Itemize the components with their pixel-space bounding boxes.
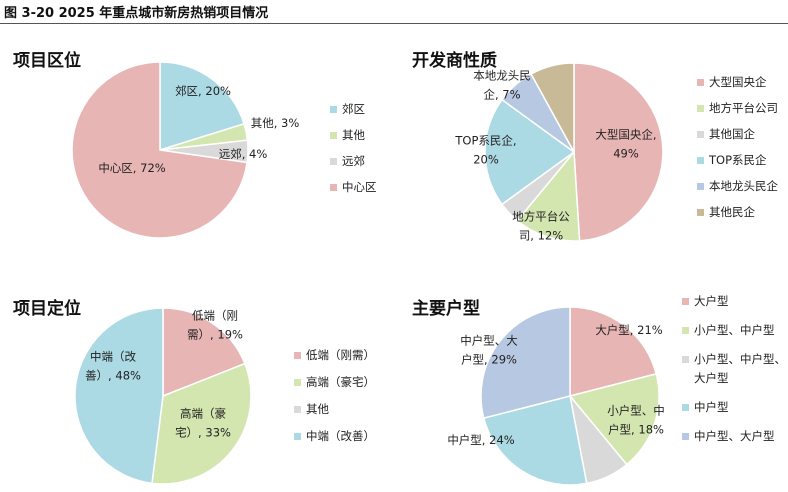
- legend-entry-0: 大户型: [694, 294, 729, 308]
- pie-slice-3: [484, 98, 576, 206]
- panel-title-developer: 开发商性质: [412, 51, 497, 71]
- pie-slice-0: [159, 61, 245, 152]
- panel-title-unit-type: 主要户型: [412, 299, 480, 319]
- pie-slice-1: [516, 150, 581, 242]
- legend-entry-0: 郊区: [342, 102, 365, 116]
- legend-swatch-0: [294, 352, 301, 359]
- legend-entry-3: 中端（改善）: [306, 429, 375, 443]
- data-label-3: TOP系民企, 20%: [454, 134, 516, 167]
- legend-swatch-0: [697, 79, 704, 86]
- legend-swatch-1: [697, 105, 704, 112]
- legend-swatch-3: [330, 184, 337, 191]
- legend-entry-0: 大型国央企: [709, 75, 767, 89]
- pie-slice-0: [573, 62, 664, 242]
- legend-swatch-2: [294, 406, 301, 413]
- data-label-3: 中心区, 72%: [98, 161, 165, 175]
- legend-entry-2: 远郊: [342, 154, 365, 168]
- pie-slice-3: [71, 61, 248, 239]
- legend-entry-4: 本地龙头民企: [709, 179, 778, 193]
- legend-entry-1: 小户型、中户型: [694, 323, 775, 337]
- panel-title-location: 项目区位: [13, 51, 81, 71]
- pie-slice-3: [74, 307, 164, 485]
- data-label-0: 大型国央企, 49%: [595, 128, 656, 161]
- legend-swatch-2: [682, 356, 689, 363]
- legend-swatch-2: [697, 131, 704, 138]
- pie-slice-5: [530, 62, 575, 153]
- legend-entry-2: 其他: [306, 402, 329, 416]
- legend-swatch-5: [697, 209, 704, 216]
- legend-swatch-1: [682, 327, 689, 334]
- title-rule: [0, 23, 788, 24]
- legend-entry-1: 地方平台公司: [709, 101, 778, 115]
- legend-swatch-3: [697, 157, 704, 164]
- legend-swatch-4: [682, 433, 689, 440]
- legend-swatch-2: [330, 158, 337, 165]
- data-label-4: 本地龙头民企, 7%: [473, 69, 531, 102]
- legend-entry-3: TOP系民企: [708, 153, 767, 167]
- pie-slice-3: [482, 395, 588, 486]
- pie-slice-1: [151, 362, 252, 485]
- legend-entry-4: 中户型、大户型: [694, 429, 775, 443]
- data-label-0: 低端（刚需）, 19%: [187, 309, 243, 342]
- data-label-2: 远郊, 4%: [219, 147, 268, 161]
- legend-swatch-3: [294, 433, 301, 440]
- pie-slice-0: [162, 307, 246, 398]
- pie-slice-1: [568, 372, 660, 466]
- pie-slice-0: [569, 306, 658, 397]
- legend-entry-1: 其他: [342, 128, 365, 142]
- pie-chart-2: 低端（刚需）, 19% 高端（豪宅）, 33% 中端（改善）, 48%: [74, 307, 252, 485]
- panel-title-positioning: 项目定位: [13, 299, 81, 319]
- legend-swatch-1: [330, 132, 337, 139]
- legend-swatch-1: [294, 379, 301, 386]
- data-label-1: 其他, 3%: [251, 116, 300, 130]
- pie-slice-4: [480, 306, 571, 420]
- pie-chart-3: 大户型, 21% 小户型、中户型, 18% 中户型, 24% 中户型、大户型, 29%: [447, 306, 665, 486]
- legend-entry-5: 其他民企: [709, 205, 755, 219]
- data-label-0: 郊区, 20%: [175, 84, 231, 98]
- legend-entry-0: 低端（刚需）: [306, 348, 375, 362]
- legend-entry-1: 高端（豪宅）: [306, 375, 375, 389]
- pie-chart-0: 郊区, 20% 其他, 3% 远郊, 4% 中心区, 72%: [71, 61, 300, 239]
- pie-chart-1: 大型国央企, 49% 地方平台公司, 12% TOP系民企, 20% 本地龙头民企, 7%: [454, 62, 664, 243]
- legend-entry-3: 中户型: [694, 400, 729, 414]
- legend-swatch-0: [330, 106, 337, 113]
- data-label-3: 中端（改善）, 48%: [85, 350, 141, 383]
- data-label-4: 中户型、大户型, 29%: [460, 334, 518, 367]
- legend-entry-2: 其他国企: [709, 127, 755, 141]
- figure-title: 图 3-20 2025 年重点城市新房热销项目情况: [4, 6, 269, 21]
- legend-entry-3: 中心区: [342, 180, 377, 194]
- legend-swatch-4: [697, 183, 704, 190]
- data-label-0: 大户型, 21%: [595, 323, 662, 337]
- data-label-1: 地方平台公司, 12%: [512, 210, 570, 243]
- legend-swatch-3: [682, 404, 689, 411]
- data-label-1: 小户型、中户型, 18%: [607, 404, 665, 437]
- data-label-1: 高端（豪宅）, 33%: [175, 407, 231, 440]
- legend-swatch-0: [682, 298, 689, 305]
- legend-entry-2: 小户型、中户型、大户型: [694, 352, 786, 385]
- data-label-3: 中户型, 24%: [447, 433, 514, 447]
